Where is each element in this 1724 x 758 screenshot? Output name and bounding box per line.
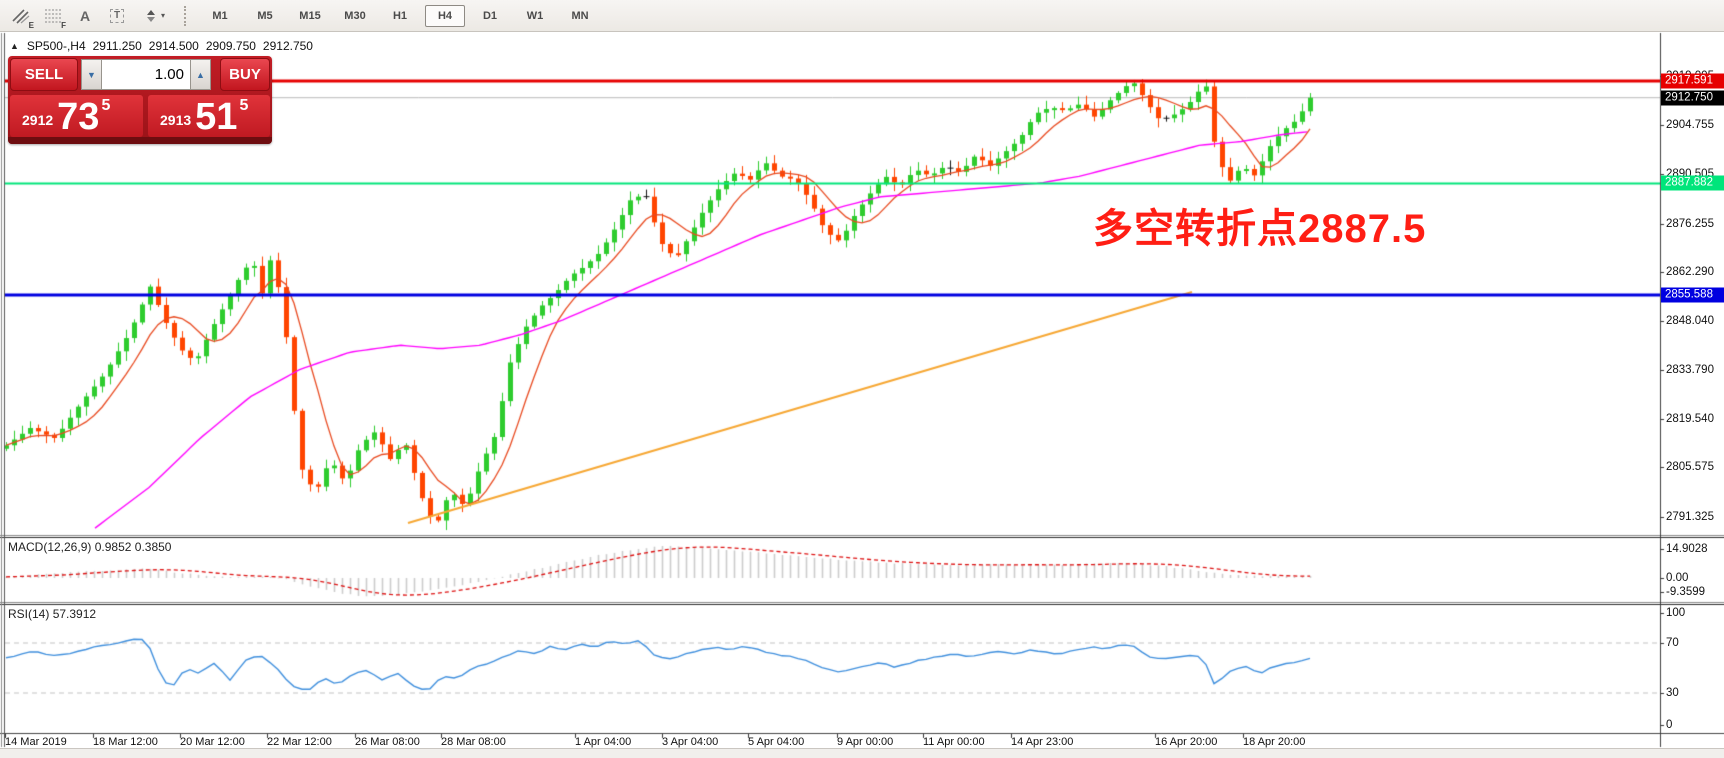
rsi-label: RSI(14) 57.3912 <box>8 607 96 621</box>
equidistant-channel-icon <box>12 8 30 24</box>
price-badge: 2887.882 <box>1661 175 1724 191</box>
date-label: 14 Apr 23:00 <box>1011 736 1074 748</box>
date-label: 1 Apr 04:00 <box>575 736 632 748</box>
rsi-value: 57.3912 <box>52 607 97 621</box>
text-tool-button[interactable]: A <box>70 4 100 28</box>
rsi-tick-label: 0 <box>1666 719 1673 731</box>
close-value: 2912.750 <box>262 39 313 53</box>
buy-price-integer: 2913 <box>160 112 192 128</box>
macd-value: 0.9852 <box>94 540 132 554</box>
symbol-label: SP500-,H4 <box>26 39 86 53</box>
date-label: 18 Mar 12:00 <box>93 736 158 748</box>
date-label: 3 Apr 04:00 <box>662 736 719 748</box>
macd-tick-label: -9.3599 <box>1666 586 1706 598</box>
price-tick-label: 2904.755 <box>1666 119 1714 132</box>
timeframe-button-d1[interactable]: D1 <box>482 9 498 22</box>
volume-input[interactable] <box>102 59 190 90</box>
price-tick-label: 2833.790 <box>1666 364 1714 377</box>
tool-sub-label: F <box>61 20 66 30</box>
volume-increase-button[interactable]: ▲ <box>190 59 211 90</box>
toolbar-drag-handle[interactable] <box>184 5 190 26</box>
date-label: 14 Mar 2019 <box>5 736 67 748</box>
price-tick-label: 2862.290 <box>1666 265 1714 278</box>
price-tick-label: 2805.575 <box>1666 461 1714 474</box>
timeframe-button-mn[interactable]: MN <box>571 9 589 22</box>
timeframe-button-h1[interactable]: H1 <box>392 9 408 22</box>
sell-price-integer: 2912 <box>22 112 54 128</box>
rsi-tick-label: 70 <box>1666 637 1679 649</box>
fibonacci-grid-icon <box>45 9 61 22</box>
chart-header: ▲ SP500-,H4 2911.250 2914.500 2909.750 2… <box>10 39 313 53</box>
macd-name: MACD(12,26,9) <box>8 540 92 554</box>
text-label-tool-button[interactable]: T <box>102 4 132 28</box>
date-label: 20 Mar 12:00 <box>180 736 245 748</box>
high-value: 2914.500 <box>148 39 199 53</box>
annotation-text: 多空转折点2887.5 <box>1093 207 1427 251</box>
sell-button[interactable]: SELL <box>10 58 78 91</box>
timeframe-button-w1[interactable]: W1 <box>526 9 544 22</box>
price-tick-label: 2819.540 <box>1666 413 1714 426</box>
timeframe-button-m5[interactable]: M5 <box>257 9 273 22</box>
price-badge: 2912.750 <box>1661 90 1724 106</box>
date-label: 11 Apr 00:00 <box>923 736 985 748</box>
date-label: 16 Apr 20:00 <box>1155 736 1218 748</box>
date-label: 26 Mar 08:00 <box>355 736 420 748</box>
collapse-panel-icon[interactable]: ▲ <box>10 41 19 51</box>
buy-price-tile[interactable]: 2913 51 5 <box>148 95 270 137</box>
timeframe-button-m15[interactable]: M15 <box>299 9 321 22</box>
text-tool-icon: A <box>79 7 91 24</box>
arrows-icon <box>146 9 155 22</box>
equidistant-channel-tool-button[interactable]: E <box>6 4 36 30</box>
one-click-trade-panel: SELL ▼ ▲ BUY 2912 73 5 2913 51 5 <box>8 56 272 144</box>
tool-sub-label: E <box>28 20 34 30</box>
trade-panel-footer <box>8 137 272 144</box>
price-tick-label: 2848.040 <box>1666 314 1714 327</box>
timeframe-buttons: M1 M5 M15 M30 H1 H4 D1 W1 MN <box>200 4 605 27</box>
sell-price-tile[interactable]: 2912 73 5 <box>10 95 143 137</box>
buy-price-fraction: 5 <box>239 97 249 114</box>
sell-price-pips: 73 <box>57 95 100 138</box>
timeframe-button-h4[interactable]: H4 <box>425 4 465 27</box>
text-label-icon: T <box>109 8 125 23</box>
rsi-tick-label: 100 <box>1666 607 1686 619</box>
macd-signal-value: 0.3850 <box>134 540 172 554</box>
price-badge: 2917.591 <box>1661 73 1724 89</box>
sell-price-fraction: 5 <box>101 97 111 114</box>
date-label: 9 Apr 00:00 <box>837 736 894 748</box>
date-label: 18 Apr 20:00 <box>1243 736 1306 748</box>
chevron-down-icon: ▾ <box>160 11 165 20</box>
price-tick-label: 2876.255 <box>1666 217 1714 230</box>
buy-price-pips: 51 <box>195 95 238 138</box>
date-label: 22 Mar 12:00 <box>267 736 332 748</box>
date-label: 5 Apr 04:00 <box>748 736 805 748</box>
macd-tick-label: 0.00 <box>1666 572 1689 584</box>
open-value: 2911.250 <box>92 39 142 53</box>
buy-button[interactable]: BUY <box>220 58 270 91</box>
timeframe-button-m30[interactable]: M30 <box>344 9 366 22</box>
low-value: 2909.750 <box>205 39 256 53</box>
fibonacci-grid-tool-button[interactable]: F <box>38 4 68 30</box>
price-badge: 2855.588 <box>1661 287 1724 303</box>
volume-stepper: ▼ ▲ <box>81 59 211 90</box>
rsi-tick-label: 30 <box>1666 687 1679 699</box>
volume-decrease-button[interactable]: ▼ <box>81 59 102 90</box>
arrows-tool-button[interactable]: ▾ <box>134 4 174 28</box>
macd-label: MACD(12,26,9) 0.9852 0.3850 <box>8 540 171 554</box>
rsi-name: RSI(14) <box>8 607 50 621</box>
macd-tick-label: 14.9028 <box>1666 543 1708 555</box>
toolbar: E F A T ▾ M1 M5 M15 M30 H1 H4 D1 W1 MN <box>0 0 1724 32</box>
date-label: 28 Mar 08:00 <box>441 736 506 748</box>
price-tick-label: 2791.325 <box>1666 510 1714 523</box>
status-strip <box>0 748 1724 758</box>
timeframe-button-m1[interactable]: M1 <box>212 9 228 22</box>
